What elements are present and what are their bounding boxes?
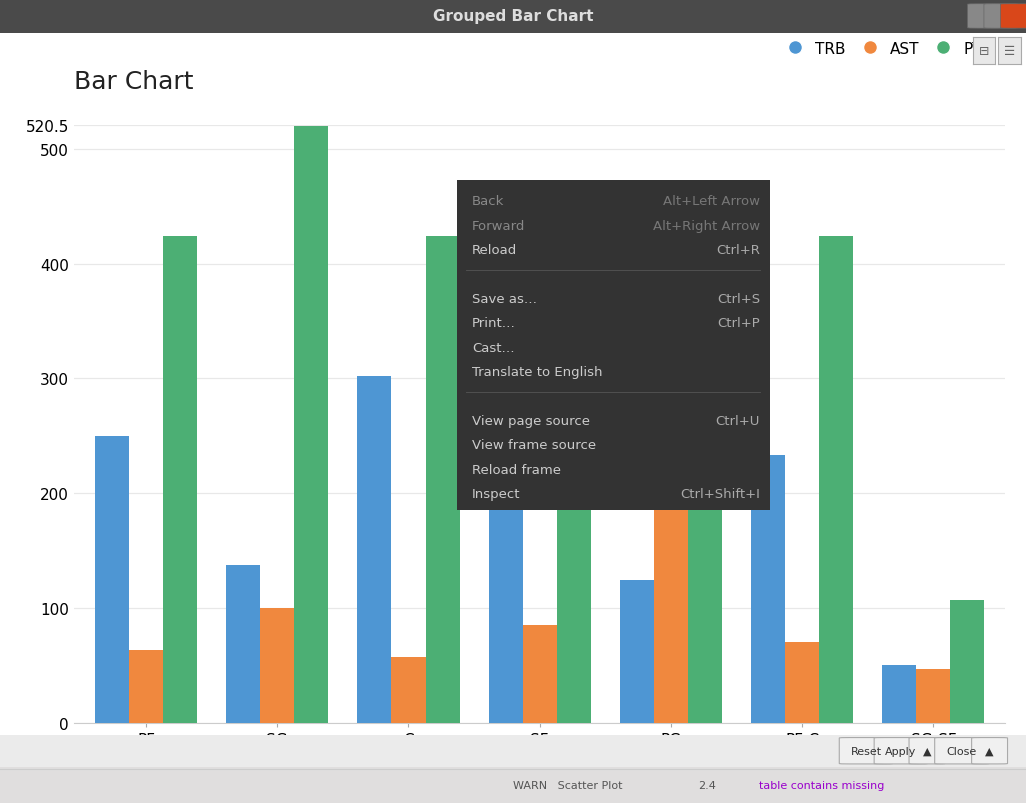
Bar bbox=[916, 669, 950, 723]
Bar bbox=[391, 658, 426, 723]
Text: Alt+Right Arrow: Alt+Right Arrow bbox=[653, 219, 760, 232]
Bar bbox=[950, 600, 985, 723]
Text: Ctrl+U: Ctrl+U bbox=[716, 414, 760, 427]
Text: Close: Close bbox=[947, 746, 977, 756]
Text: Bar Chart: Bar Chart bbox=[74, 70, 193, 94]
Text: View frame source: View frame source bbox=[472, 438, 596, 452]
FancyBboxPatch shape bbox=[839, 738, 893, 764]
Bar bbox=[226, 565, 261, 723]
Bar bbox=[688, 422, 722, 723]
Text: Inspect: Inspect bbox=[472, 487, 521, 500]
FancyBboxPatch shape bbox=[968, 5, 1001, 29]
Bar bbox=[163, 237, 197, 723]
FancyBboxPatch shape bbox=[972, 738, 1008, 764]
Text: Forward: Forward bbox=[472, 219, 525, 232]
Text: Ctrl+R: Ctrl+R bbox=[716, 243, 760, 257]
Text: ▲: ▲ bbox=[985, 746, 994, 756]
Bar bbox=[785, 642, 819, 723]
Text: Grouped Bar Chart: Grouped Bar Chart bbox=[433, 10, 593, 24]
Bar bbox=[620, 581, 654, 723]
Bar bbox=[557, 237, 591, 723]
Text: WARN   Scatter Plot: WARN Scatter Plot bbox=[513, 780, 623, 790]
Text: Save as…: Save as… bbox=[472, 292, 538, 305]
Text: ⊟: ⊟ bbox=[979, 45, 989, 58]
FancyBboxPatch shape bbox=[1000, 5, 1026, 29]
Text: Ctrl+S: Ctrl+S bbox=[717, 292, 760, 305]
Bar bbox=[819, 237, 854, 723]
Bar bbox=[654, 511, 688, 723]
Bar bbox=[488, 503, 522, 723]
Text: Reload: Reload bbox=[472, 243, 517, 257]
Text: Translate to English: Translate to English bbox=[472, 365, 602, 378]
FancyBboxPatch shape bbox=[984, 5, 1018, 29]
Text: Reload frame: Reload frame bbox=[472, 463, 561, 476]
Text: Ctrl+Shift+I: Ctrl+Shift+I bbox=[680, 487, 760, 500]
Text: View page source: View page source bbox=[472, 414, 590, 427]
Bar bbox=[294, 127, 328, 723]
Bar bbox=[94, 436, 129, 723]
Text: Print…: Print… bbox=[472, 317, 516, 330]
Bar bbox=[522, 626, 557, 723]
Text: Back: Back bbox=[472, 195, 505, 208]
Bar bbox=[426, 237, 460, 723]
Text: table contains missing: table contains missing bbox=[759, 780, 884, 790]
Text: Apply: Apply bbox=[885, 746, 916, 756]
Bar bbox=[882, 666, 916, 723]
Bar bbox=[357, 377, 391, 723]
Text: Reset: Reset bbox=[851, 746, 881, 756]
Text: Cast…: Cast… bbox=[472, 341, 515, 354]
Text: 2.4: 2.4 bbox=[698, 780, 715, 790]
Legend: TRB, AST, PTS: TRB, AST, PTS bbox=[774, 35, 998, 63]
Text: Ctrl+P: Ctrl+P bbox=[717, 317, 760, 330]
FancyBboxPatch shape bbox=[909, 738, 945, 764]
Text: ☰: ☰ bbox=[1004, 45, 1015, 58]
Text: ▲: ▲ bbox=[922, 746, 932, 756]
Bar bbox=[751, 455, 785, 723]
FancyBboxPatch shape bbox=[874, 738, 928, 764]
FancyBboxPatch shape bbox=[935, 738, 989, 764]
Text: Alt+Left Arrow: Alt+Left Arrow bbox=[663, 195, 760, 208]
Bar bbox=[129, 650, 163, 723]
Bar bbox=[261, 608, 294, 723]
